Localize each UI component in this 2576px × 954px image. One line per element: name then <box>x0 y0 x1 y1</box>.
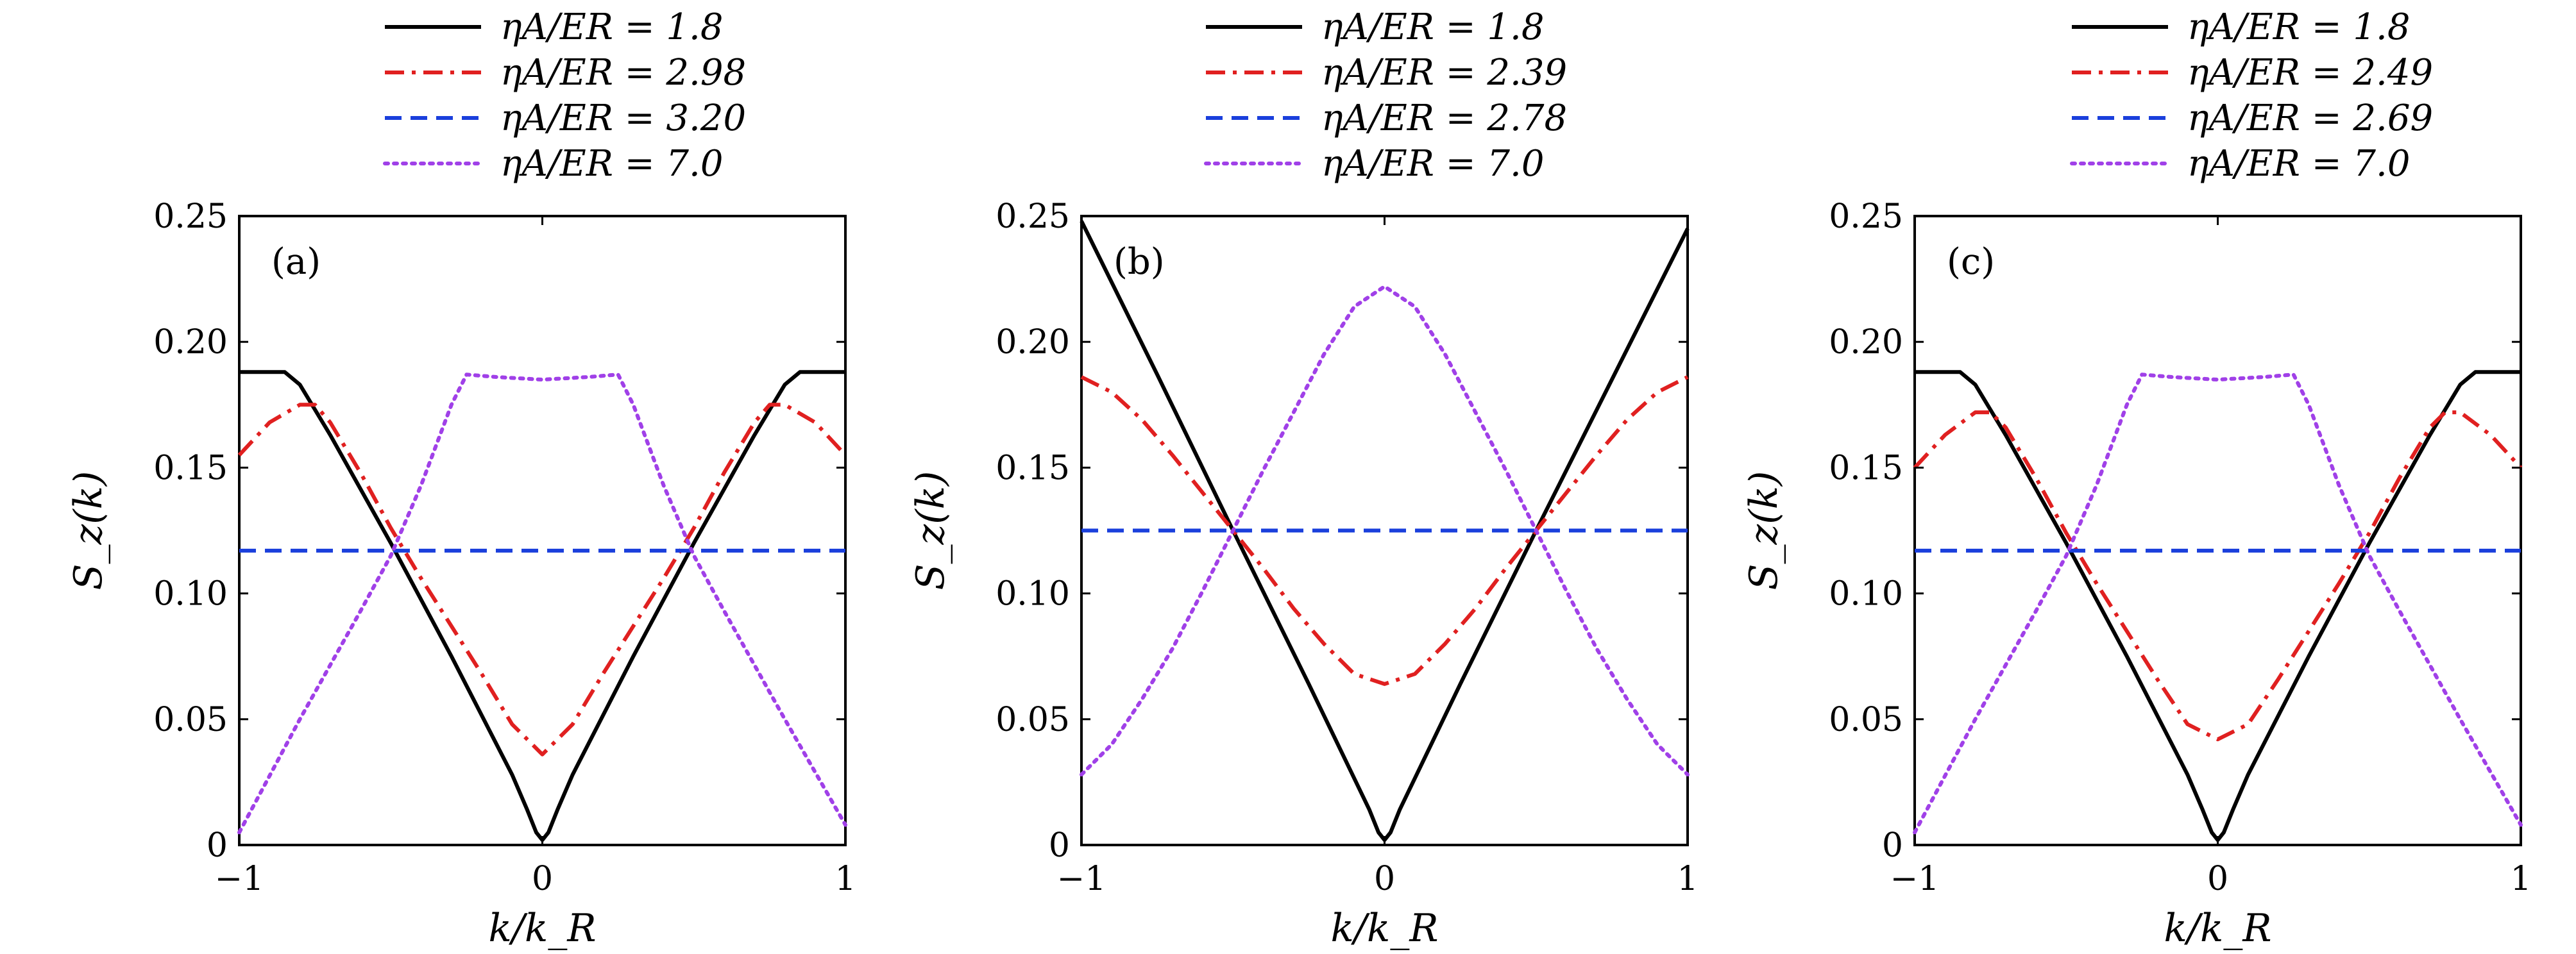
legend-label: ηA/ER = 2.78 <box>1321 97 1567 139</box>
x-axis-title: k/k_R <box>1330 906 1438 951</box>
series-line-2 <box>1080 375 1689 686</box>
x-tick-label: 1 <box>2510 860 2531 898</box>
y-tick-label: 0.05 <box>996 701 1070 739</box>
x-tick-label: −1 <box>215 860 264 898</box>
x-tick-label: 1 <box>835 860 856 898</box>
legend-label: ηA/ER = 7.0 <box>1321 143 1544 185</box>
legend-label: ηA/ER = 1.8 <box>1321 6 1544 48</box>
series-line-2 <box>1913 410 2523 742</box>
legend-label: ηA/ER = 2.98 <box>500 52 746 94</box>
x-axis-title: k/k_R <box>2164 906 2271 951</box>
y-axis-title: S_z(k) <box>908 471 953 590</box>
legend-label: ηA/ER = 1.8 <box>500 6 723 48</box>
panel-label: (b) <box>1114 241 1165 283</box>
y-tick-label: 0.05 <box>1829 701 1903 739</box>
y-tick-label: 0.20 <box>1829 323 1903 362</box>
legend-label: ηA/ER = 2.49 <box>2187 52 2433 94</box>
series-line-4 <box>1913 372 2523 835</box>
y-tick-label: 0.20 <box>153 323 228 362</box>
x-tick-label: 0 <box>532 860 553 898</box>
y-tick-label: 0.15 <box>1829 449 1903 487</box>
panel-b: 00.050.100.150.200.25−1 0 1(b)k/k_RS_z(k)η… <box>908 6 1699 951</box>
x-axis-title: k/k_R <box>488 906 596 951</box>
legend-label: ηA/ER = 2.69 <box>2187 97 2433 139</box>
x-tick-label: 1 <box>1677 860 1698 898</box>
y-tick-label: 0 <box>1049 826 1070 865</box>
y-tick-label: 0.10 <box>1829 575 1903 614</box>
x-tick-label: 0 <box>2207 860 2228 898</box>
plot-frame <box>238 215 847 846</box>
legend-label: ηA/ER = 7.0 <box>500 143 723 185</box>
y-tick-label: 0 <box>207 826 228 865</box>
y-tick-label: 0.15 <box>153 449 228 487</box>
x-tick-label: 0 <box>1374 860 1395 898</box>
y-axis-title: S_z(k) <box>1741 471 1786 590</box>
series-line-4 <box>237 372 847 835</box>
plot-frame <box>1913 215 2522 846</box>
legend-label: ηA/ER = 2.39 <box>1321 52 1567 94</box>
x-tick-label: −1 <box>1057 860 1106 898</box>
panel-label: (c) <box>1947 241 1995 283</box>
y-tick-label: 0.25 <box>153 197 228 236</box>
y-tick-label: 0.15 <box>996 449 1070 487</box>
panel-a: 00.050.100.150.200.25−1 0 1(a)k/k_RS_z(k)η… <box>66 6 856 951</box>
y-tick-label: 0.10 <box>996 575 1070 614</box>
panel-c: 00.050.100.150.200.25−1 0 1(c)k/k_RS_z(k)η… <box>1741 6 2532 951</box>
panel-label: (a) <box>271 241 321 283</box>
legend-label: ηA/ER = 7.0 <box>2187 143 2410 185</box>
series-line-4 <box>1080 284 1690 777</box>
y-tick-label: 0.25 <box>996 197 1070 236</box>
y-tick-label: 0.25 <box>1829 197 1903 236</box>
legend-label: ηA/ER = 1.8 <box>2187 6 2410 48</box>
x-tick-label: −1 <box>1890 860 1940 898</box>
y-tick-label: 0.05 <box>153 701 228 739</box>
series-line-1 <box>239 370 845 842</box>
y-axis-title: S_z(k) <box>66 471 111 590</box>
y-tick-label: 0.10 <box>153 575 228 614</box>
series-line-1 <box>1915 370 2521 842</box>
y-tick-label: 0.20 <box>996 323 1070 362</box>
y-tick-label: 0 <box>1882 826 1903 865</box>
legend-label: ηA/ER = 3.20 <box>500 97 746 139</box>
series-line-2 <box>237 403 847 757</box>
